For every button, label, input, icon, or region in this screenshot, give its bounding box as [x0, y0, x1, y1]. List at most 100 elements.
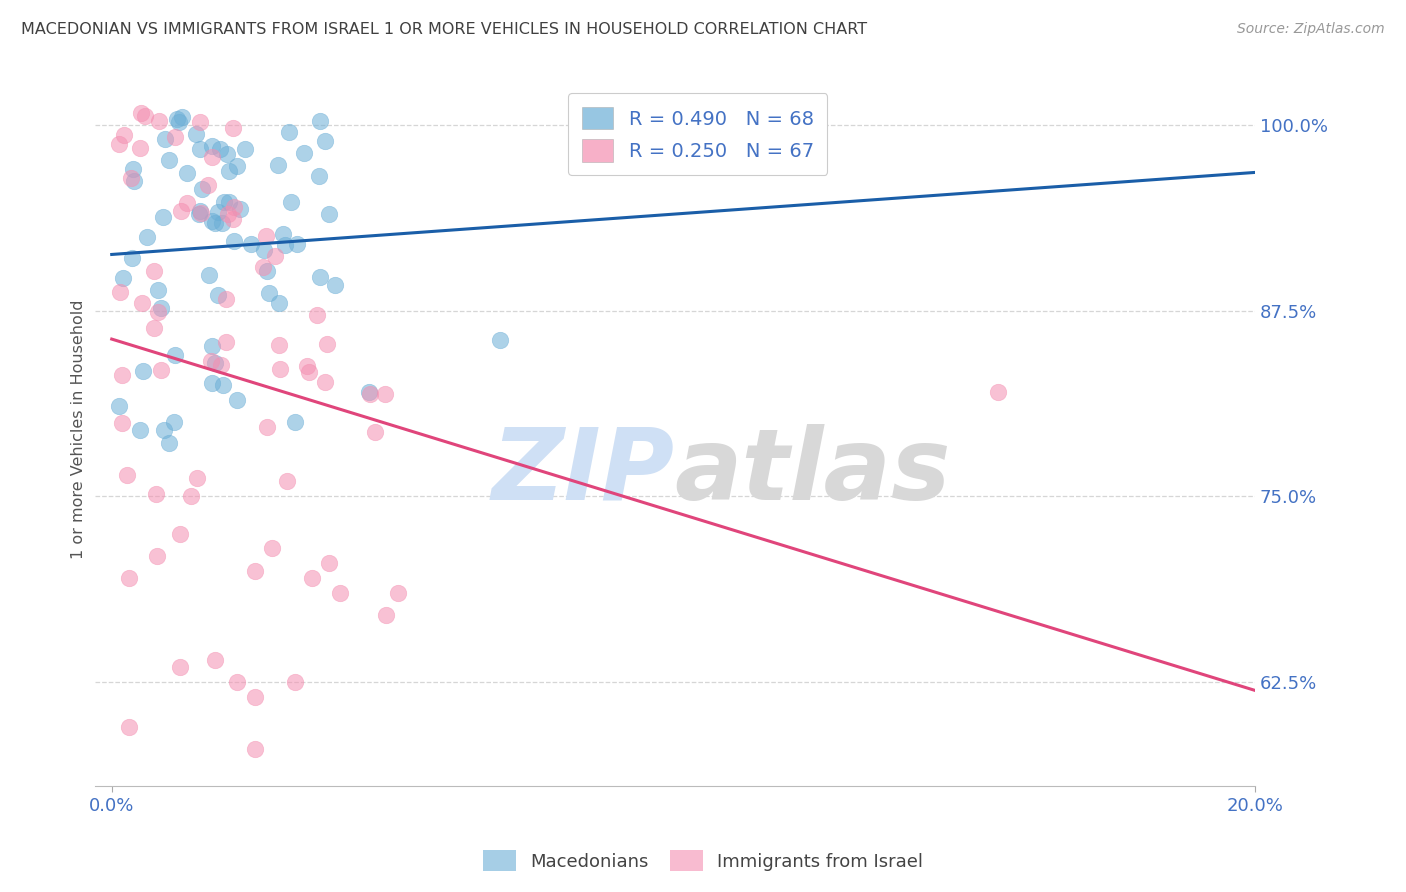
Point: [115, 467, 138, 482]
Point: [197, 178, 219, 193]
Point: [200, 139, 222, 153]
Point: [118, 571, 141, 585]
Point: [157, 153, 180, 167]
Point: [122, 161, 145, 176]
Point: [190, 206, 212, 220]
Point: [163, 130, 186, 145]
Point: [108, 136, 131, 151]
Point: [191, 182, 214, 196]
Text: ZIP: ZIP: [492, 424, 675, 521]
Point: [152, 210, 174, 224]
Point: [273, 238, 295, 252]
Point: [226, 159, 249, 173]
Point: [176, 166, 198, 180]
Point: [357, 385, 380, 400]
Point: [146, 549, 169, 563]
Point: [170, 110, 193, 124]
Point: [188, 114, 211, 128]
Point: [157, 435, 180, 450]
Point: [280, 195, 302, 210]
Point: [146, 305, 169, 319]
Point: [153, 423, 176, 437]
Point: [131, 296, 153, 310]
Point: [163, 415, 186, 429]
Point: [111, 271, 134, 285]
Point: [132, 364, 155, 378]
Point: [226, 392, 249, 407]
Point: [153, 132, 176, 146]
Point: [329, 586, 352, 600]
Point: [165, 347, 187, 361]
Point: [254, 229, 277, 244]
Text: MACEDONIAN VS IMMIGRANTS FROM ISRAEL 1 OR MORE VEHICLES IN HOUSEHOLD CORRELATION: MACEDONIAN VS IMMIGRANTS FROM ISRAEL 1 O…: [21, 22, 868, 37]
Point: [267, 158, 290, 172]
Point: [228, 202, 250, 217]
Point: [201, 150, 224, 164]
Point: [222, 201, 245, 215]
Point: [107, 399, 129, 413]
Point: [129, 423, 152, 437]
Text: Source: ZipAtlas.com: Source: ZipAtlas.com: [1237, 22, 1385, 37]
Point: [190, 143, 212, 157]
Point: [314, 134, 336, 148]
Point: [218, 164, 240, 178]
Point: [184, 127, 207, 141]
Point: [309, 269, 332, 284]
Point: [204, 356, 226, 370]
Point: [169, 660, 191, 674]
Point: [142, 263, 165, 277]
Point: [276, 474, 298, 488]
Point: [198, 268, 221, 282]
Point: [167, 115, 190, 129]
Point: [292, 145, 315, 160]
Point: [267, 337, 290, 351]
Point: [489, 334, 512, 348]
Point: [214, 292, 236, 306]
Point: [374, 387, 396, 401]
Point: [110, 285, 132, 300]
Point: [271, 227, 294, 242]
Point: [222, 121, 245, 136]
Point: [212, 195, 235, 210]
Point: [325, 278, 347, 293]
Point: [215, 146, 238, 161]
Point: [375, 608, 398, 623]
Point: [136, 230, 159, 244]
Point: [253, 243, 276, 257]
Point: [201, 213, 224, 227]
Point: [110, 416, 132, 430]
Point: [208, 142, 231, 156]
Text: atlas: atlas: [675, 424, 952, 521]
Point: [309, 113, 332, 128]
Point: [284, 415, 307, 429]
Point: [387, 586, 409, 600]
Point: [180, 489, 202, 503]
Point: [188, 204, 211, 219]
Point: [264, 249, 287, 263]
Point: [305, 308, 328, 322]
Point: [314, 376, 336, 390]
Point: [188, 207, 211, 221]
Point: [204, 653, 226, 667]
Point: [295, 359, 318, 373]
Point: [359, 386, 381, 401]
Point: [118, 720, 141, 734]
Point: [149, 363, 172, 377]
Point: [134, 109, 156, 123]
Point: [267, 296, 290, 310]
Point: [111, 368, 134, 383]
Point: [169, 526, 191, 541]
Point: [207, 205, 229, 219]
Point: [233, 142, 256, 156]
Point: [148, 113, 170, 128]
Point: [217, 207, 239, 221]
Point: [364, 425, 387, 439]
Point: [209, 359, 232, 373]
Point: [301, 571, 323, 585]
Point: [252, 260, 274, 275]
Point: [260, 541, 283, 556]
Point: [226, 675, 249, 690]
Point: [257, 285, 280, 300]
Point: [186, 471, 208, 485]
Point: [146, 283, 169, 297]
